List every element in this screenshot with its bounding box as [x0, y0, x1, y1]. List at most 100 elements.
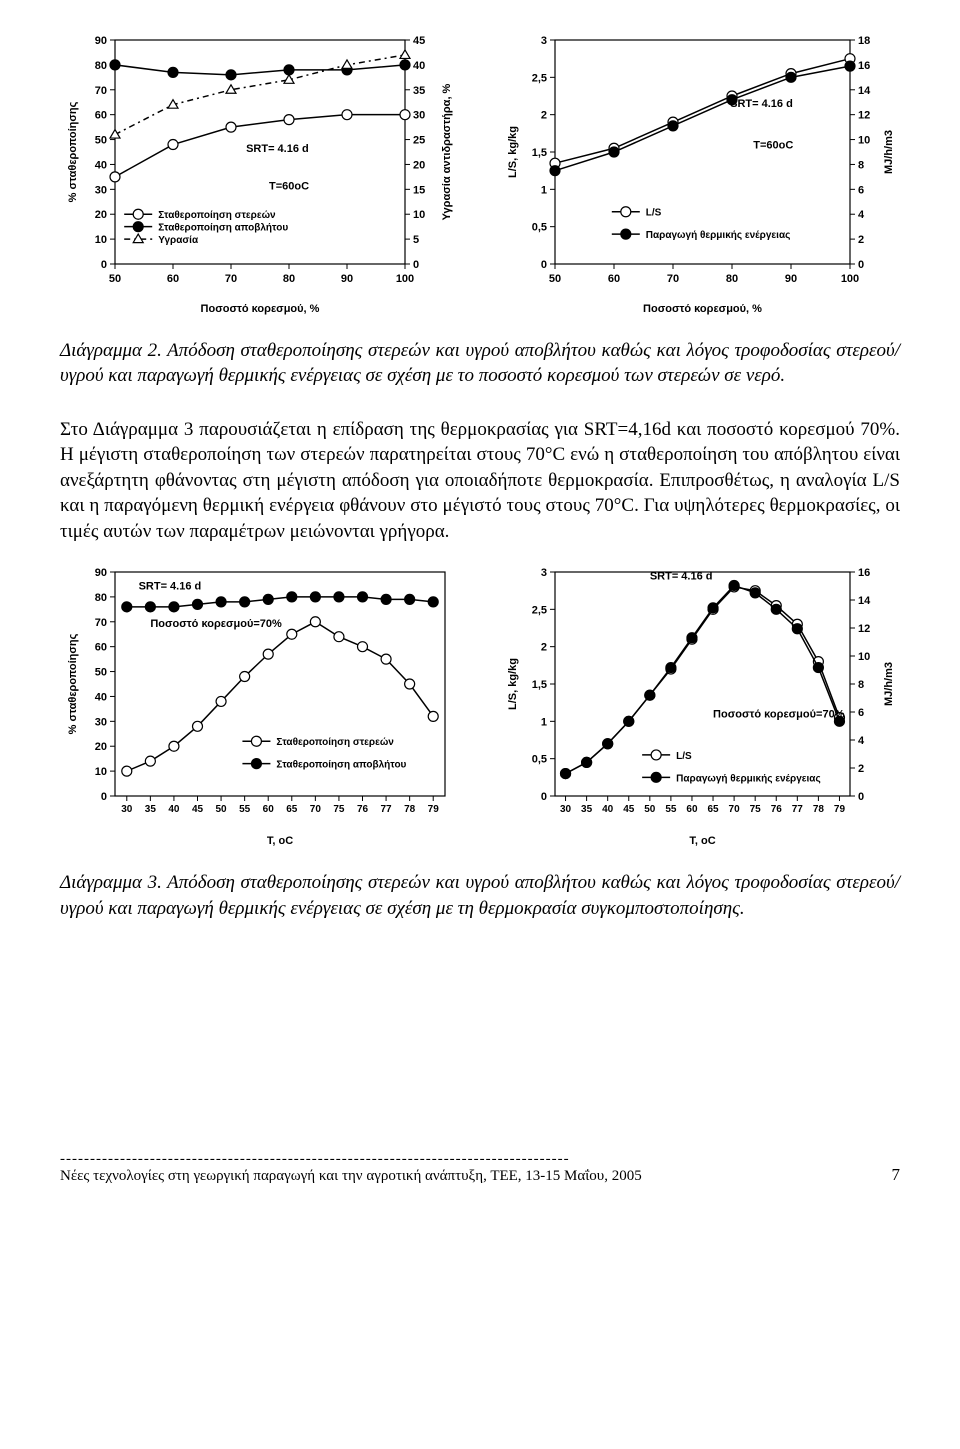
svg-text:4: 4 [858, 735, 865, 747]
svg-text:40: 40 [168, 804, 180, 815]
chart-2-right: 303540455055606570757677787900,511,522,5… [500, 562, 900, 852]
svg-text:60: 60 [608, 273, 620, 285]
svg-text:80: 80 [726, 273, 738, 285]
svg-text:L/S: L/S [676, 751, 692, 762]
svg-text:79: 79 [428, 804, 440, 815]
svg-text:0: 0 [858, 791, 864, 803]
svg-text:SRT= 4.16 d: SRT= 4.16 d [246, 143, 309, 155]
svg-text:0: 0 [101, 259, 107, 271]
svg-text:% σταθεροποίησης: % σταθεροποίησης [67, 101, 79, 202]
svg-text:80: 80 [95, 60, 107, 72]
svg-text:Ποσοστό κορεσμού=70%: Ποσοστό κορεσμού=70% [713, 709, 845, 721]
svg-text:0: 0 [541, 791, 547, 803]
svg-text:3: 3 [541, 567, 547, 579]
svg-text:0: 0 [858, 259, 864, 271]
svg-text:55: 55 [665, 804, 677, 815]
svg-text:77: 77 [381, 804, 393, 815]
svg-text:10: 10 [858, 135, 870, 147]
svg-text:18: 18 [858, 35, 870, 47]
svg-text:2,5: 2,5 [532, 72, 547, 84]
svg-text:79: 79 [834, 804, 846, 815]
svg-text:Παραγωγή θερμικής ενέργειας: Παραγωγή θερμικής ενέργειας [646, 230, 791, 241]
chart-1-right: 506070809010000,511,522,5302468101214161… [500, 30, 900, 320]
svg-text:2: 2 [858, 234, 864, 246]
svg-text:40: 40 [413, 60, 425, 72]
svg-text:0,5: 0,5 [532, 222, 547, 234]
svg-text:2,5: 2,5 [532, 605, 547, 617]
svg-text:6: 6 [858, 184, 864, 196]
svg-text:T, oC: T, oC [689, 835, 715, 847]
svg-text:MJ/h/m3: MJ/h/m3 [883, 130, 895, 174]
svg-text:30: 30 [95, 184, 107, 196]
svg-text:100: 100 [841, 273, 859, 285]
svg-text:78: 78 [404, 804, 416, 815]
svg-text:40: 40 [95, 159, 107, 171]
svg-text:45: 45 [413, 35, 425, 47]
svg-text:35: 35 [145, 804, 157, 815]
caption-1: Διάγραμμα 2. Απόδοση σταθεροποίησης στερ… [60, 338, 900, 389]
svg-text:Ποσοστό κορεσμού, %: Ποσοστό κορεσμού, % [643, 303, 762, 315]
svg-text:50: 50 [549, 273, 561, 285]
svg-text:Σταθεροποίηση αποβλήτου: Σταθεροποίηση αποβλήτου [158, 223, 288, 234]
svg-text:90: 90 [785, 273, 797, 285]
svg-text:T=60oC: T=60oC [269, 180, 309, 192]
svg-text:15: 15 [413, 184, 425, 196]
svg-text:10: 10 [95, 234, 107, 246]
footer-conference: Νέες τεχνολογίες στη γεωργική παραγωγή κ… [60, 1168, 642, 1185]
svg-text:L/S: L/S [646, 208, 662, 219]
svg-text:90: 90 [95, 567, 107, 579]
svg-text:14: 14 [858, 85, 871, 97]
svg-text:30: 30 [95, 717, 107, 729]
svg-text:50: 50 [95, 667, 107, 679]
svg-text:76: 76 [771, 804, 783, 815]
svg-text:Σταθεροποίηση αποβλήτου: Σταθεροποίηση αποβλήτου [276, 760, 406, 771]
svg-text:T, oC: T, oC [267, 835, 293, 847]
svg-text:50: 50 [644, 804, 656, 815]
svg-text:14: 14 [858, 595, 871, 607]
svg-text:SRT= 4.16 d: SRT= 4.16 d [730, 98, 793, 110]
svg-text:45: 45 [623, 804, 635, 815]
svg-text:SRT= 4.16 d: SRT= 4.16 d [139, 581, 202, 593]
svg-text:35: 35 [581, 804, 593, 815]
svg-text:Ποσοστό κορεσμού=70%: Ποσοστό κορεσμού=70% [150, 618, 282, 630]
svg-text:76: 76 [357, 804, 369, 815]
svg-text:0: 0 [541, 259, 547, 271]
svg-text:77: 77 [792, 804, 804, 815]
svg-text:35: 35 [413, 85, 425, 97]
svg-text:65: 65 [286, 804, 298, 815]
svg-text:78: 78 [813, 804, 825, 815]
svg-text:4: 4 [858, 209, 865, 221]
svg-text:80: 80 [283, 273, 295, 285]
svg-text:50: 50 [216, 804, 228, 815]
caption-2: Διάγραμμα 3. Απόδοση σταθεροποίησης στερ… [60, 870, 900, 921]
page-footer: ----------------------------------------… [60, 1151, 900, 1185]
svg-text:60: 60 [686, 804, 698, 815]
svg-text:Σταθεροποίηση στερεών: Σταθεροποίηση στερεών [158, 210, 276, 221]
svg-text:2: 2 [541, 642, 547, 654]
svg-text:2: 2 [541, 110, 547, 122]
svg-text:1: 1 [541, 184, 547, 196]
svg-text:25: 25 [413, 135, 425, 147]
svg-text:T=60oC: T=60oC [753, 139, 793, 151]
svg-text:20: 20 [95, 209, 107, 221]
svg-text:12: 12 [858, 623, 870, 635]
svg-text:90: 90 [341, 273, 353, 285]
svg-text:50: 50 [95, 135, 107, 147]
svg-text:60: 60 [263, 804, 275, 815]
svg-text:Υγρασία αντιδραστήρα, %: Υγρασία αντιδραστήρα, % [441, 83, 453, 220]
svg-text:70: 70 [95, 617, 107, 629]
svg-text:65: 65 [707, 804, 719, 815]
svg-text:80: 80 [95, 592, 107, 604]
svg-text:50: 50 [109, 273, 121, 285]
svg-text:75: 75 [333, 804, 345, 815]
svg-text:Παραγωγή θερμικής ενέργειας: Παραγωγή θερμικής ενέργειας [676, 774, 821, 785]
svg-text:30: 30 [413, 110, 425, 122]
svg-text:0,5: 0,5 [532, 754, 547, 766]
svg-text:70: 70 [729, 804, 741, 815]
svg-text:10: 10 [95, 766, 107, 778]
svg-text:1,5: 1,5 [532, 679, 547, 691]
svg-text:60: 60 [95, 642, 107, 654]
svg-text:60: 60 [167, 273, 179, 285]
svg-text:70: 70 [310, 804, 322, 815]
svg-text:75: 75 [750, 804, 762, 815]
